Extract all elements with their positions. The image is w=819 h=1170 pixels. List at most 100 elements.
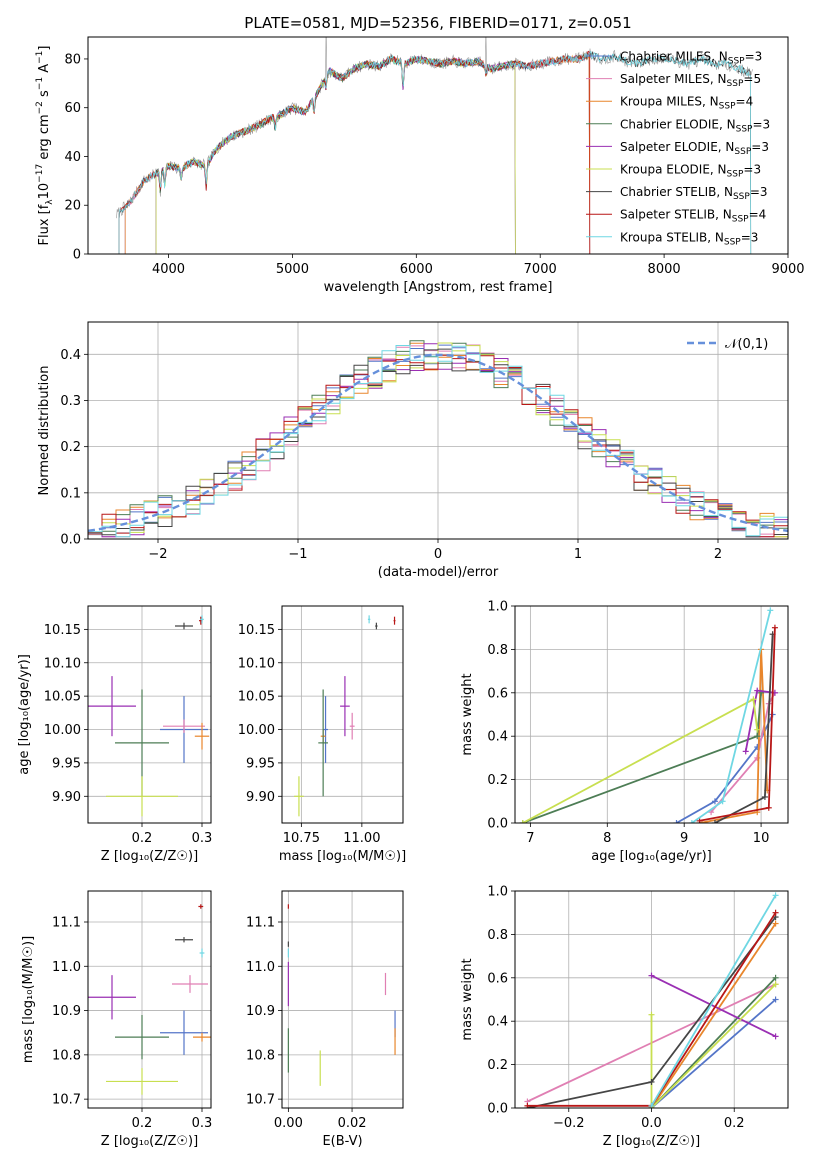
- axes-frame: [87, 321, 789, 540]
- errorbar-point: [115, 1015, 169, 1060]
- y-tick-label: 9.90: [246, 790, 275, 805]
- y-tick-label: 1.0: [487, 600, 508, 615]
- gridlines: [515, 605, 788, 824]
- y-tick-label: 10.00: [238, 723, 275, 738]
- residuals-panel: −2 −1 0 1 2 0.0 0.1 0.2 0.3 0.4 (data-model)/error…: [37, 321, 789, 580]
- errorbar-point: [88, 975, 136, 1020]
- legend-value: =3: [743, 163, 761, 177]
- errorbar-point: [193, 1032, 211, 1042]
- legend: 𝒩(0,1): [687, 337, 768, 352]
- weight_vs_Z-panel: −0.2 0.0 0.2 0.0 0.2 0.4 0.6 0.8 1.0 Z [log₁₀(Z/Z…: [460, 885, 789, 1149]
- histogram-step: [88, 354, 788, 538]
- errorbar-point: [199, 948, 205, 958]
- legend-label: Chabrier ELODIE, NSSP=3: [620, 117, 770, 134]
- x-tick-label: 0.2: [132, 1116, 153, 1131]
- legend-sub: SSP: [734, 147, 751, 157]
- x-tick-label: −1: [288, 547, 307, 562]
- axes-frame: [281, 605, 404, 824]
- normal-curve: [88, 353, 788, 533]
- errorbar-point: [375, 622, 378, 630]
- y-tick-label: 9.95: [52, 756, 81, 771]
- legend-text: Salpeter STELIB, N: [620, 208, 732, 222]
- x-tick-label: 8000: [648, 262, 681, 277]
- y-tick-label: 0.1: [60, 486, 81, 501]
- legend-label: Kroupa STELIB, NSSP=3: [620, 230, 758, 247]
- y-tick-label: 10.9: [52, 1004, 81, 1019]
- gridlines: [282, 606, 403, 823]
- label-part: s: [37, 90, 52, 101]
- y-tick-label: 0.0: [60, 533, 81, 548]
- x-tick-label: 5000: [276, 262, 309, 277]
- y-tick-label: 0.8: [487, 928, 508, 943]
- errorbar-point: [194, 722, 210, 750]
- legend-value: =3: [750, 185, 768, 199]
- label-part: Flux [f: [37, 204, 52, 245]
- histogram-step: [88, 342, 788, 538]
- gridlines: [88, 891, 211, 1108]
- model-spectrum: [118, 50, 752, 254]
- y-tick-label: 60: [64, 101, 81, 116]
- weight-line: [650, 983, 777, 1108]
- x-tick-label: −0.2: [553, 1116, 585, 1131]
- legend-value: =3: [741, 230, 759, 244]
- weight-line: [699, 649, 769, 823]
- y-axis-label: Normed distribution: [37, 366, 52, 496]
- y-tick-label: 0.2: [487, 773, 508, 788]
- x-axis-label: Z [log₁₀(Z/Z☉)]: [101, 849, 198, 864]
- legend-sub: SSP: [724, 237, 741, 247]
- x-tick-label: 0.0: [641, 1116, 662, 1131]
- x-tick-label: 0: [434, 547, 442, 562]
- y-tick-label: 9.95: [246, 756, 275, 771]
- weight-line: [650, 922, 777, 1108]
- gridlines: [88, 606, 211, 823]
- legend-sub: SSP: [732, 215, 749, 225]
- x-tick-label: 0.00: [274, 1116, 303, 1131]
- y-tick-label: 10.9: [246, 1004, 275, 1019]
- mass_vs_Z-panel: 0.2 0.3 10.7 10.8 10.9 11.0 11.1 Z [log₁₀(Z/Z☉)…: [21, 890, 212, 1149]
- y-tick-label: 40: [64, 150, 81, 165]
- x-tick-label: 0.02: [338, 1116, 367, 1131]
- y-tick-label: 10.8: [52, 1048, 81, 1063]
- y-tick-label: 10.05: [44, 690, 81, 705]
- x-axis-label: Z [log₁₀(Z/Z☉)]: [101, 1134, 198, 1149]
- legend-label: Salpeter STELIB, NSSP=4: [620, 208, 766, 225]
- weight-line: [522, 697, 759, 823]
- y-tick-label: 0: [73, 248, 81, 263]
- weight-line: [650, 894, 777, 1107]
- errorbar-point: [318, 689, 328, 797]
- label-part: −1: [35, 51, 45, 64]
- axes-frame: [514, 890, 789, 1109]
- y-axis-label: mass weight: [460, 958, 475, 1040]
- legend-text: Salpeter MILES, N: [620, 72, 727, 86]
- y-tick-label: 10.15: [238, 623, 275, 638]
- legend-label: Kroupa ELODIE, NSSP=3: [620, 163, 761, 180]
- y-tick-label: 10.10: [238, 656, 275, 671]
- label-part: −17: [35, 164, 45, 183]
- y-tick-label: 10.7: [246, 1093, 275, 1108]
- weight-lines: [519, 607, 778, 823]
- y-tick-label: 1.0: [487, 885, 508, 900]
- legend-value: =3: [752, 117, 770, 131]
- y-tick-label: 10.7: [52, 1093, 81, 1108]
- x-tick-label: −2: [148, 547, 167, 562]
- x-axis-label: (data-model)/error: [378, 565, 499, 580]
- y-axis-label: mass weight: [460, 673, 475, 755]
- y-tick-label: 0.6: [487, 971, 508, 986]
- histogram-step: [88, 345, 788, 538]
- chart-title: PLATE=0581, MJD=52356, FIBERID=0171, z=0…: [244, 14, 631, 32]
- x-tick-label: 8: [603, 831, 611, 846]
- legend-value: =3: [751, 140, 769, 154]
- legend-text: Kroupa ELODIE, N: [620, 163, 727, 177]
- y-tick-label: 0.2: [60, 440, 81, 455]
- legend-value: =4: [749, 208, 767, 222]
- axes-frame: [514, 605, 789, 824]
- label-part: 10: [37, 183, 52, 200]
- x-tick-label: 7000: [524, 262, 557, 277]
- errorbar-point: [294, 776, 304, 817]
- y-tick-label: 0.2: [487, 1058, 508, 1073]
- legend-text: Salpeter ELODIE, N: [620, 140, 734, 154]
- errorbars: [88, 904, 211, 1095]
- y-axis-label: mass [log₁₀(M/M☉)]: [21, 936, 36, 1063]
